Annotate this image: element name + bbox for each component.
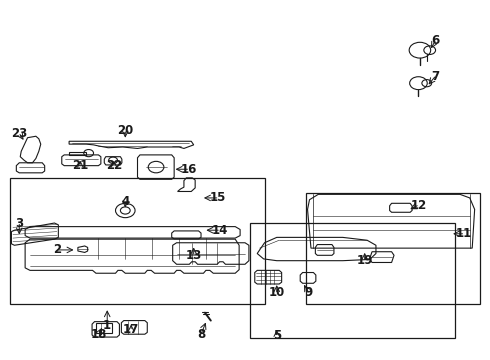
- Text: 15: 15: [210, 192, 226, 204]
- Text: 1: 1: [103, 319, 111, 332]
- Text: 7: 7: [432, 69, 440, 82]
- Text: 23: 23: [11, 127, 27, 140]
- Text: 20: 20: [117, 124, 133, 137]
- Text: 4: 4: [121, 195, 129, 208]
- Text: 19: 19: [357, 254, 373, 267]
- Text: 14: 14: [211, 224, 228, 237]
- Bar: [306, 193, 480, 304]
- Bar: [10, 178, 265, 304]
- Text: 13: 13: [186, 249, 202, 262]
- Text: 3: 3: [15, 216, 24, 230]
- Text: 2: 2: [53, 243, 61, 256]
- Text: 21: 21: [72, 159, 89, 172]
- Text: 17: 17: [123, 323, 139, 336]
- Text: 5: 5: [272, 329, 281, 342]
- Text: 18: 18: [90, 328, 107, 341]
- Text: 9: 9: [304, 287, 313, 300]
- Text: 8: 8: [197, 328, 205, 341]
- Polygon shape: [96, 323, 112, 333]
- Text: 10: 10: [269, 287, 285, 300]
- Text: 12: 12: [410, 199, 427, 212]
- Text: 6: 6: [431, 33, 440, 47]
- Text: 16: 16: [181, 163, 197, 176]
- Bar: [250, 223, 455, 338]
- Text: 11: 11: [456, 227, 472, 240]
- Text: 22: 22: [106, 159, 122, 172]
